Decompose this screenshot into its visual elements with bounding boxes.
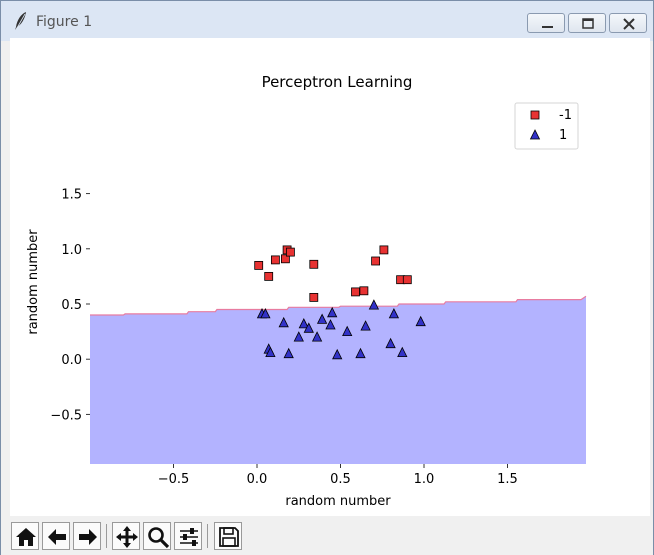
point-class-1 <box>278 316 289 328</box>
arrow-right-icon <box>79 529 97 545</box>
close-button[interactable] <box>609 13 647 33</box>
point-class-1 <box>260 308 271 319</box>
move-icon <box>116 526 138 548</box>
point-class-1 <box>293 331 304 342</box>
point-class-neg1 <box>270 255 280 265</box>
point-class-neg1 <box>351 287 360 297</box>
x-tick-label: 1.5 <box>497 472 518 487</box>
legend-label-neg1: -1 <box>559 108 572 123</box>
point-class-1 <box>360 320 371 331</box>
back-button[interactable] <box>42 522 70 550</box>
y-tick-label: −0.5 <box>50 408 82 423</box>
point-class-neg1 <box>309 292 319 302</box>
legend-marker-square <box>530 110 540 120</box>
x-axis: −0.5 0.0 0.5 1.0 1.5 <box>158 464 518 487</box>
maximize-icon <box>582 18 594 29</box>
decision-boundary <box>90 295 587 316</box>
chart-title: Perceptron Learning <box>262 73 413 91</box>
point-class-1 <box>316 313 328 324</box>
point-class-1 <box>368 299 380 310</box>
forward-button[interactable] <box>73 522 101 550</box>
point-class-neg1 <box>254 260 264 270</box>
y-axis: −0.5 0.0 0.5 1.0 1.5 <box>50 188 90 423</box>
navigation-toolbar <box>1 517 653 555</box>
minimize-button[interactable] <box>527 13 565 33</box>
point-class-1 <box>311 331 323 342</box>
point-class-1 <box>303 322 314 333</box>
figure-canvas[interactable]: Perceptron Learning random number random… <box>10 38 650 516</box>
point-class-neg1 <box>402 275 412 285</box>
configure-subplots-button[interactable] <box>174 522 202 550</box>
toolbar-separator <box>106 524 107 548</box>
arrow-left-icon <box>48 529 66 545</box>
point-class-neg1 <box>280 254 290 264</box>
legend-label-1: 1 <box>559 128 567 143</box>
toolbar-separator <box>207 524 208 548</box>
y-tick-label: 0.5 <box>61 298 82 313</box>
home-icon <box>16 528 36 546</box>
decision-region-class-1 <box>90 296 586 464</box>
point-class-neg1 <box>359 286 369 296</box>
point-class-neg1 <box>371 256 381 266</box>
scatter-chart: Perceptron Learning random number random… <box>26 73 587 509</box>
point-class-neg1 <box>285 247 295 257</box>
point-class-1 <box>388 308 400 319</box>
save-button[interactable] <box>214 522 242 550</box>
y-tick-label: 1.0 <box>61 243 82 258</box>
y-tick-label: 1.5 <box>61 188 82 203</box>
point-class-neg1 <box>264 271 274 281</box>
point-class-1 <box>397 346 408 358</box>
point-class-1 <box>327 306 338 318</box>
title-bar[interactable]: Figure 1 <box>1 1 653 41</box>
pan-button[interactable] <box>112 522 140 550</box>
window-title: Figure 1 <box>36 14 93 30</box>
x-tick-label: 0.0 <box>247 472 268 487</box>
sliders-icon <box>180 528 198 546</box>
feather-icon <box>15 12 26 30</box>
y-axis-label: random number <box>26 229 41 335</box>
point-class-1 <box>355 347 366 359</box>
point-class-1 <box>385 337 396 349</box>
x-axis-label: random number <box>285 494 391 509</box>
x-tick-label: 0.5 <box>330 472 351 487</box>
magnifier-icon <box>148 527 170 549</box>
legend-marker-triangle <box>529 129 541 140</box>
plot-area <box>90 245 587 464</box>
point-class-1 <box>332 348 343 360</box>
minimize-icon <box>542 26 553 28</box>
point-class-1 <box>283 347 294 359</box>
point-class-neg1 <box>379 245 389 255</box>
floppy-icon <box>219 527 239 547</box>
maximize-button[interactable] <box>568 13 606 33</box>
y-tick-label: 0.0 <box>61 353 82 368</box>
legend: -1 1 <box>514 102 579 150</box>
home-button[interactable] <box>11 522 39 550</box>
point-class-1 <box>298 318 309 329</box>
close-icon <box>623 18 635 30</box>
point-class-1 <box>415 315 426 327</box>
point-class-1 <box>325 319 336 330</box>
point-class-1 <box>342 325 353 337</box>
x-tick-label: −0.5 <box>158 472 190 487</box>
point-class-1 <box>265 346 276 358</box>
zoom-button[interactable] <box>143 522 171 550</box>
x-tick-label: 1.0 <box>414 472 435 487</box>
point-class-neg1 <box>309 259 319 269</box>
